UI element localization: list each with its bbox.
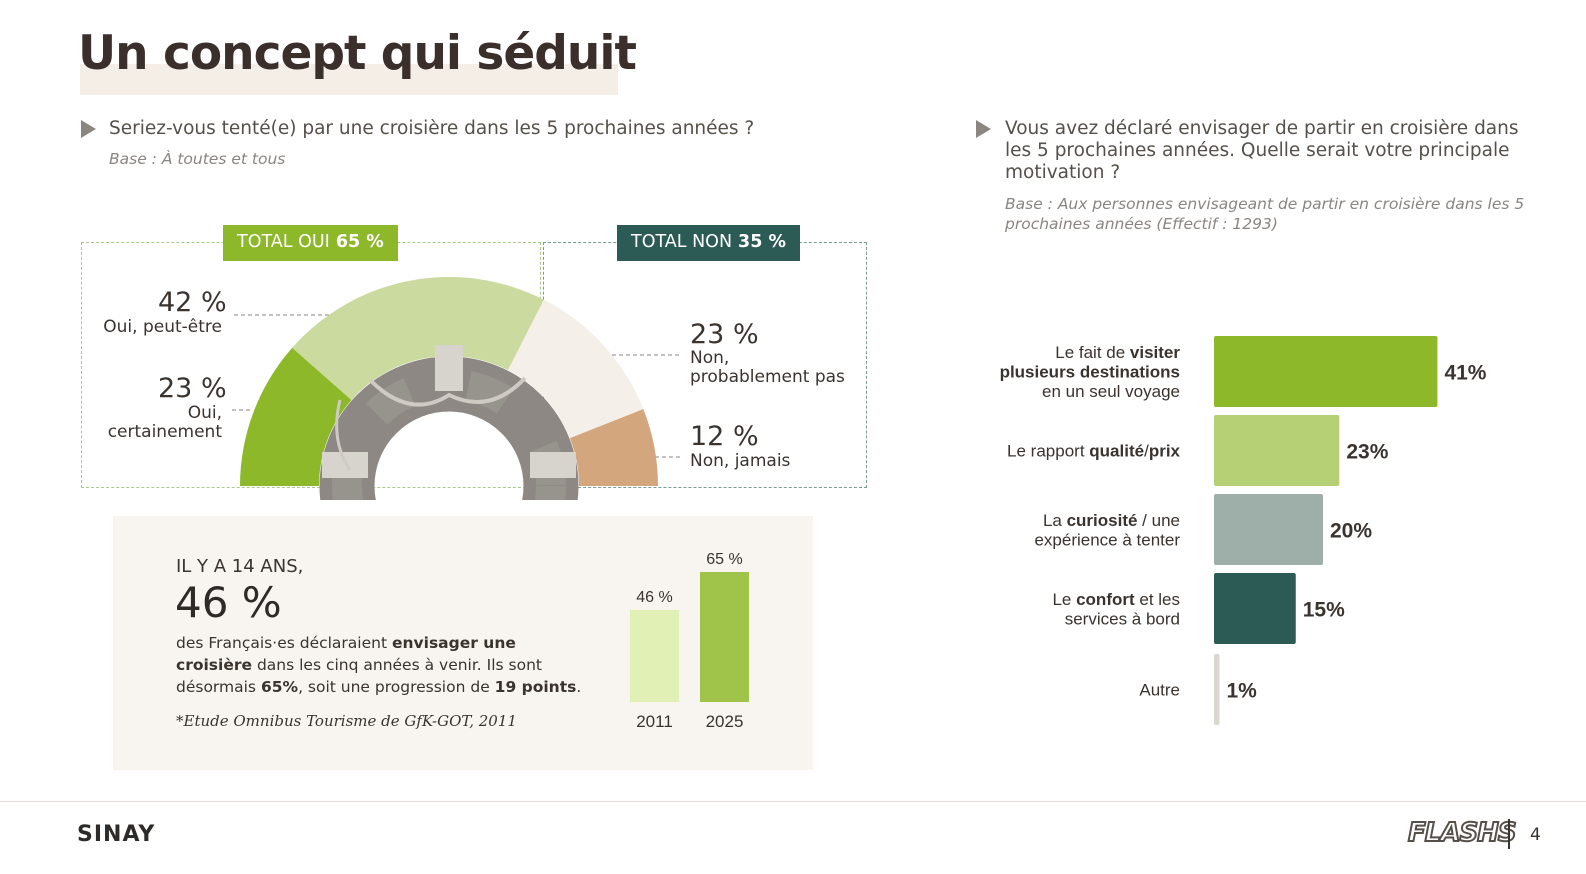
year-bar-value-2025: 65 % xyxy=(706,551,742,568)
donut-chart xyxy=(232,277,680,500)
motivation-bar-1 xyxy=(1214,415,1340,486)
question-bullet-icon xyxy=(81,120,96,138)
year-bar-chart: 46 % 2011 65 % 2025 xyxy=(630,551,749,731)
value-non-probablement: 23 % xyxy=(690,319,759,350)
page-title: Un concept qui séduit xyxy=(78,26,637,81)
left-base: Base : À toutes et tous xyxy=(109,150,286,168)
flashs-logo: FLASHS xyxy=(1407,817,1518,849)
panel-text-bold-1: envisager une croisière xyxy=(176,634,516,674)
motivation-label-2-line-0: La curiosité / une xyxy=(1043,511,1180,530)
total-oui-label: TOTAL OUI xyxy=(237,232,330,252)
motivation-label-3-line-1: services à bord xyxy=(1065,609,1180,628)
right-base: Base : Aux personnes envisageant de part… xyxy=(1005,195,1525,233)
year-bar-2025 xyxy=(700,572,749,702)
motivation-label-0-line-2: en un seul voyage xyxy=(1042,382,1180,401)
motivation-bar-2 xyxy=(1214,494,1323,565)
panel-text-2: dans les cinq années à venir. Ils sont d… xyxy=(176,656,542,696)
motivation-bar-3 xyxy=(1214,573,1296,644)
total-non-label: TOTAL NON xyxy=(631,232,733,252)
page-number: 4 xyxy=(1530,825,1541,845)
year-bar-value-2011: 46 % xyxy=(636,589,672,606)
panel-text-1: des Français·es déclaraient xyxy=(176,634,392,652)
panel-text-bold-2: 65% xyxy=(260,678,299,696)
label-non-probablement-2: probablement pas xyxy=(690,367,845,387)
motivation-label-0-line-0: Le fait de visiter xyxy=(1055,343,1180,362)
motivation-value-1: 23% xyxy=(1346,441,1388,464)
panel-text-bold-3: 19 points xyxy=(494,678,577,696)
motivation-label-1-line-0: Le rapport qualité/prix xyxy=(1007,442,1180,461)
motivation-value-4: 1% xyxy=(1226,680,1257,703)
right-question: Vous avez déclaré envisager de partir en… xyxy=(1005,118,1519,183)
panel-text-3: , soit une progression de xyxy=(298,678,495,696)
motivation-bar-4 xyxy=(1214,654,1220,725)
motivation-label-2-line-1: expérience à tenter xyxy=(1034,530,1180,549)
panel-source: *Etude Omnibus Tourisme de GfK-GOT, 2011 xyxy=(176,712,517,730)
total-oui-badge: TOTAL OUI 65 % xyxy=(223,225,398,261)
motivation-label-3-line-0: Le confort et les xyxy=(1052,590,1180,609)
year-bar-label-2025: 2025 xyxy=(706,712,744,731)
total-non-badge: TOTAL NON 35 % xyxy=(617,225,801,261)
footer-separator xyxy=(1508,819,1510,849)
label-oui-certainement-2: certainement xyxy=(107,422,222,442)
total-non-value: 35 % xyxy=(738,232,787,252)
label-oui-certainement-1: Oui, xyxy=(187,403,222,423)
motivation-value-0: 41% xyxy=(1444,362,1486,385)
panel-big-value: 46 % xyxy=(175,578,282,627)
motivation-value-2: 20% xyxy=(1330,520,1372,543)
lifebuoy-image xyxy=(319,345,579,500)
donut-slice-2 xyxy=(508,299,644,439)
motivation-value-3: 15% xyxy=(1303,599,1345,622)
sinay-logo: SINAY xyxy=(77,822,156,847)
donut-slice-0 xyxy=(240,347,352,486)
label-non-probablement-1: Non, xyxy=(690,348,730,368)
value-oui-peut-etre: 42 % xyxy=(158,287,227,318)
label-non-jamais: Non, jamais xyxy=(690,451,791,471)
motivation-bar-0 xyxy=(1214,336,1438,407)
question-bullet-icon-2 xyxy=(976,120,991,138)
value-non-jamais: 12 % xyxy=(690,421,759,452)
history-panel xyxy=(113,516,813,770)
motivation-label-0-line-1: plusieurs destinations xyxy=(1000,363,1180,382)
year-bar-2011 xyxy=(630,610,679,702)
year-bar-label-2011: 2011 xyxy=(636,712,673,731)
footer-divider xyxy=(0,801,1586,802)
donut-slice-1 xyxy=(292,277,544,401)
panel-heading: IL Y A 14 ANS, xyxy=(176,556,304,577)
total-oui-value: 65 % xyxy=(335,232,384,252)
title-highlight xyxy=(80,64,618,95)
panel-text-4: . xyxy=(576,678,582,696)
panel-text: des Français·es déclaraient envisager un… xyxy=(176,632,596,698)
value-oui-certainement: 23 % xyxy=(158,373,227,404)
left-question: Seriez-vous tenté(e) par une croisière d… xyxy=(109,118,755,139)
label-oui-peut-etre: Oui, peut-être xyxy=(103,317,222,337)
donut-slice-3 xyxy=(569,409,658,486)
motivation-label-4-line-0: Autre xyxy=(1139,681,1180,700)
